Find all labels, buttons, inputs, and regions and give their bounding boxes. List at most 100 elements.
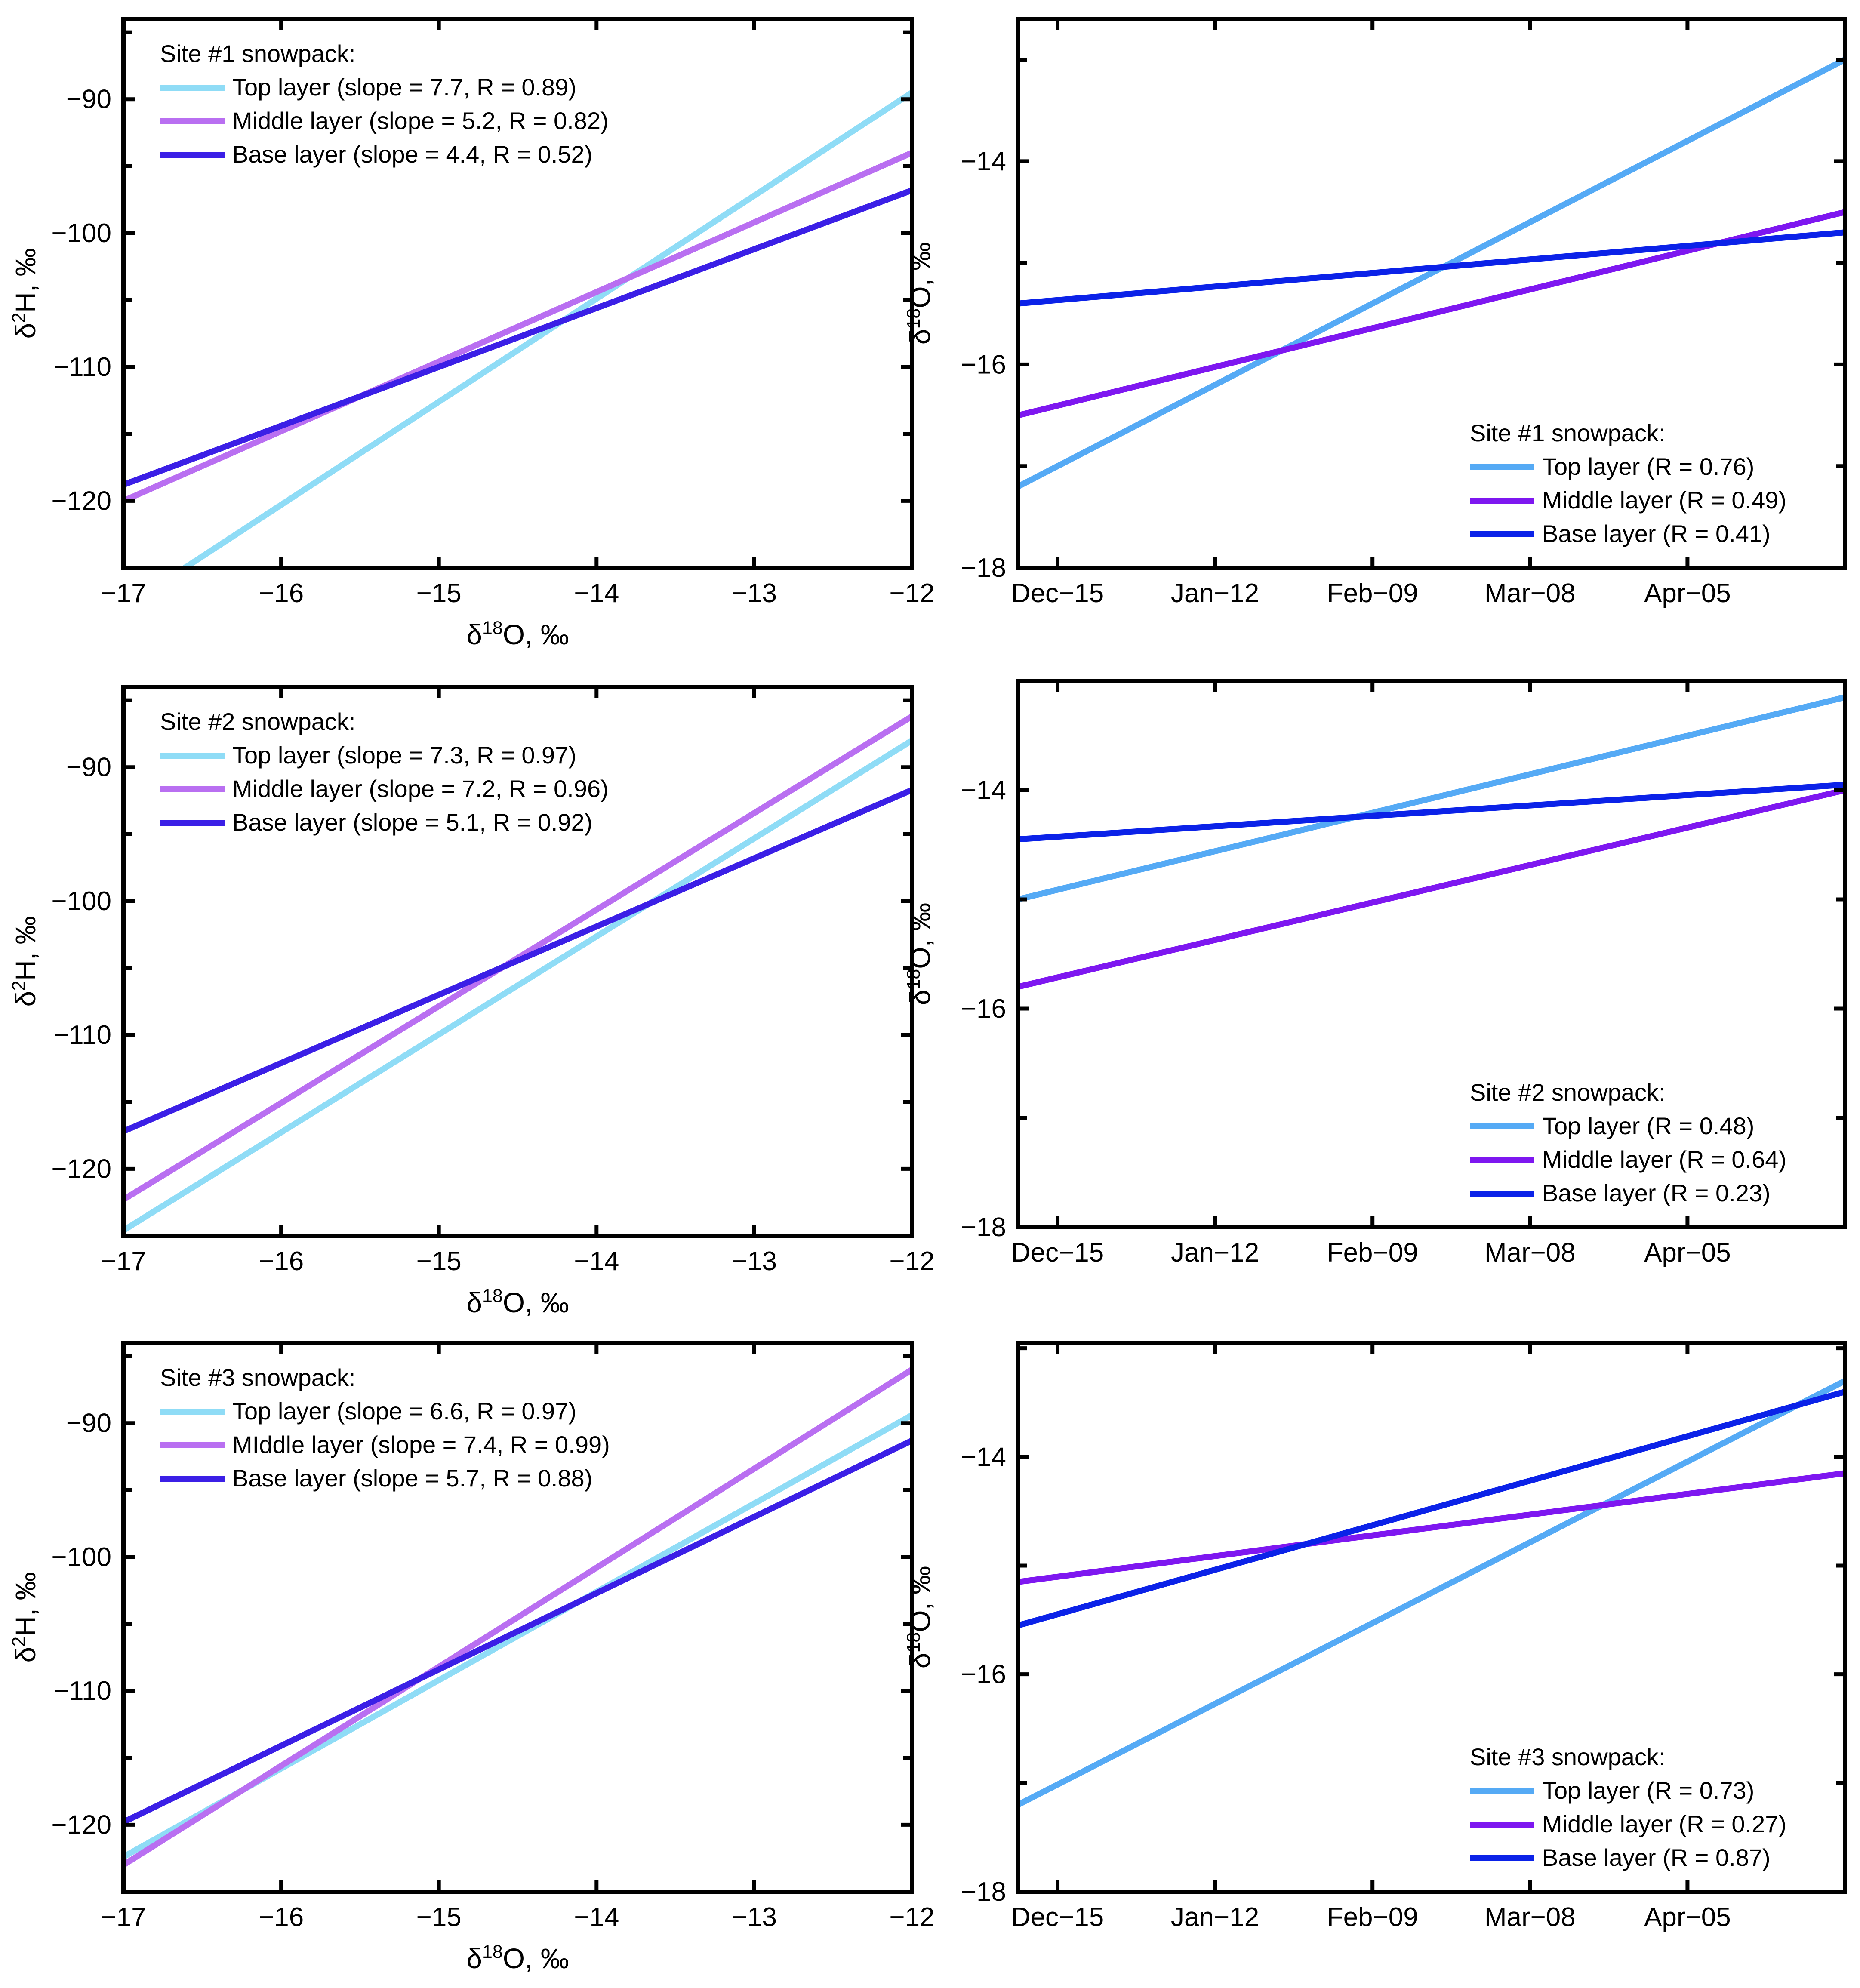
x-tick-label: Mar−08	[1484, 1902, 1576, 1932]
legend: Site #1 snowpack: Top layer (R = 0.76) Mid…	[1470, 419, 1786, 547]
legend: Site #2 snowpack: Top layer (R = 0.48) Mid…	[1470, 1079, 1786, 1206]
series-line-1	[1018, 57, 1845, 489]
legend-entry: Base layer (R = 0.41)	[1542, 520, 1771, 547]
x-tick-label: Feb−09	[1327, 1238, 1418, 1268]
legend: Site #1 snowpack: Top layer (slope = 7.7,…	[160, 40, 609, 168]
series-line-3	[1018, 1388, 1845, 1628]
x-tick-label: Dec−15	[1011, 1238, 1104, 1268]
legend-title: Site #3 snowpack:	[1470, 1743, 1665, 1770]
x-tick-label: −13	[732, 1902, 777, 1932]
y-axis-title: δ18O, ‰	[903, 242, 936, 345]
chart-panel-bottom-left: −120 −110 −100 −90 −17 −16 −15 −14 −13 −12 δ18O, ‰…	[9, 1341, 935, 1974]
y-tick-label: −16	[961, 350, 1006, 379]
legend-entry: Middle layer (R = 0.27)	[1542, 1810, 1786, 1837]
series-line-3	[123, 187, 912, 488]
series-line-3	[1018, 229, 1845, 307]
legend-entry: Base layer (R = 0.23)	[1542, 1179, 1771, 1206]
x-tick-label: Jan−12	[1171, 1238, 1259, 1268]
y-tick-label: −14	[961, 776, 1006, 805]
plot-frame	[1016, 1341, 1847, 1894]
x-tick-label: Jan−12	[1171, 579, 1259, 608]
x-tick-label: −16	[259, 579, 304, 608]
y-tick-label: −18	[961, 553, 1006, 583]
x-tick-label: −12	[889, 579, 934, 608]
x-tick-label: −15	[416, 1246, 462, 1276]
x-tick-label: Feb−09	[1327, 1902, 1418, 1932]
plot-frame	[1016, 679, 1847, 1229]
y-tick-label: −110	[53, 1676, 111, 1706]
x-tick-label: −17	[101, 1246, 146, 1276]
legend-entry: Base layer (slope = 5.7, R = 0.88)	[232, 1465, 592, 1492]
plot-frame	[1016, 17, 1847, 570]
y-tick-label: −14	[961, 147, 1006, 176]
x-tick-label: Dec−15	[1011, 579, 1104, 608]
x-tick-label: −14	[574, 1246, 619, 1276]
y-axis-title: δ18O, ‰	[903, 903, 936, 1005]
y-tick-label: −18	[961, 1212, 1006, 1242]
x-tick-label: −14	[574, 579, 619, 608]
series-line-3	[123, 1437, 912, 1825]
chart-panel-top-left: −120 −110 −100 −90 −17 −16 −15 −14 −13 −12 δ18O, ‰…	[9, 17, 935, 650]
series-line-1	[123, 738, 912, 1233]
series-line-2	[123, 1367, 912, 1868]
y-tick-label: −90	[66, 85, 111, 114]
y-tick-label: −120	[51, 486, 111, 516]
legend: Site #3 snowpack: Top layer (slope = 6.6,…	[160, 1364, 610, 1492]
x-tick-label: −13	[732, 1246, 777, 1276]
legend-entry: Middle layer (slope = 5.2, R = 0.82)	[232, 107, 609, 134]
legend-entry: Base layer (slope = 5.1, R = 0.92)	[232, 809, 592, 836]
legend-entry: Top layer (R = 0.48)	[1542, 1112, 1754, 1139]
x-axis-title: δ18O, ‰	[466, 1942, 569, 1974]
y-tick-label: −110	[53, 352, 111, 382]
x-tick-label: Apr−05	[1644, 1238, 1731, 1268]
legend-entry: Middle layer (R = 0.64)	[1542, 1146, 1786, 1173]
x-tick-label: −16	[259, 1246, 304, 1276]
y-tick-label: −110	[53, 1020, 111, 1050]
legend-title: Site #2 snowpack:	[160, 708, 355, 735]
y-tick-label: −100	[51, 218, 111, 248]
legend-title: Site #2 snowpack:	[1470, 1079, 1665, 1106]
series-line-2	[1018, 787, 1845, 990]
x-tick-label: −17	[101, 1902, 146, 1932]
x-tick-label: −14	[574, 1902, 619, 1932]
legend-title: Site #1 snowpack:	[1470, 419, 1665, 446]
legend-entry: Top layer (slope = 7.7, R = 0.89)	[232, 74, 576, 101]
y-tick-label: −90	[66, 1409, 111, 1438]
y-axis-title: δ2H, ‰	[9, 248, 41, 339]
y-tick-label: −16	[961, 994, 1006, 1024]
chart-panel-middle-left: −120 −110 −100 −90 −17 −16 −15 −14 −13 −12 δ18O, ‰…	[9, 685, 935, 1318]
legend: Site #2 snowpack: Top layer (slope = 7.3,…	[160, 708, 609, 836]
series-line-3	[1018, 782, 1845, 843]
legend-title: Site #1 snowpack:	[160, 40, 355, 67]
x-tick-label: Apr−05	[1644, 579, 1731, 608]
plot-frame	[121, 1341, 914, 1894]
plot-frame	[121, 685, 914, 1238]
legend-entry: Base layer (R = 0.87)	[1542, 1844, 1771, 1871]
x-tick-label: Jan−12	[1171, 1902, 1259, 1932]
series-line-1	[1018, 694, 1845, 902]
y-tick-label: −90	[66, 753, 111, 782]
legend-entry: Base layer (slope = 4.4, R = 0.52)	[232, 141, 592, 168]
x-tick-label: −17	[101, 579, 146, 608]
chart-panel-top-right: −18 −16 −14 Dec−15 Jan−12 Feb−09 Mar−08 Apr−05 δ…	[903, 17, 1847, 608]
x-tick-label: Feb−09	[1327, 579, 1418, 608]
x-axis-title: δ18O, ‰	[466, 1286, 569, 1318]
y-axis-title: δ2H, ‰	[9, 916, 41, 1007]
x-axis-title: δ18O, ‰	[466, 618, 569, 650]
y-axis-title: δ2H, ‰	[9, 1572, 41, 1663]
y-tick-label: −120	[51, 1154, 111, 1184]
x-tick-label: Apr−05	[1644, 1902, 1731, 1932]
legend-entry: MIddle layer (slope = 7.4, R = 0.99)	[232, 1431, 610, 1458]
x-tick-label: −12	[889, 1902, 934, 1932]
legend-entry: Middle layer (slope = 7.2, R = 0.96)	[232, 775, 609, 802]
x-tick-label: −15	[416, 1902, 462, 1932]
x-tick-label: −16	[259, 1902, 304, 1932]
y-tick-label: −120	[51, 1810, 111, 1840]
x-tick-label: Mar−08	[1484, 1238, 1576, 1268]
legend-title: Site #3 snowpack:	[160, 1364, 355, 1391]
legend-entry: Top layer (R = 0.73)	[1542, 1777, 1754, 1804]
y-tick-label: −100	[51, 1542, 111, 1572]
x-tick-label: −15	[416, 579, 462, 608]
legend-entry: Top layer (slope = 7.3, R = 0.97)	[232, 742, 576, 769]
series-line-1	[179, 90, 912, 568]
